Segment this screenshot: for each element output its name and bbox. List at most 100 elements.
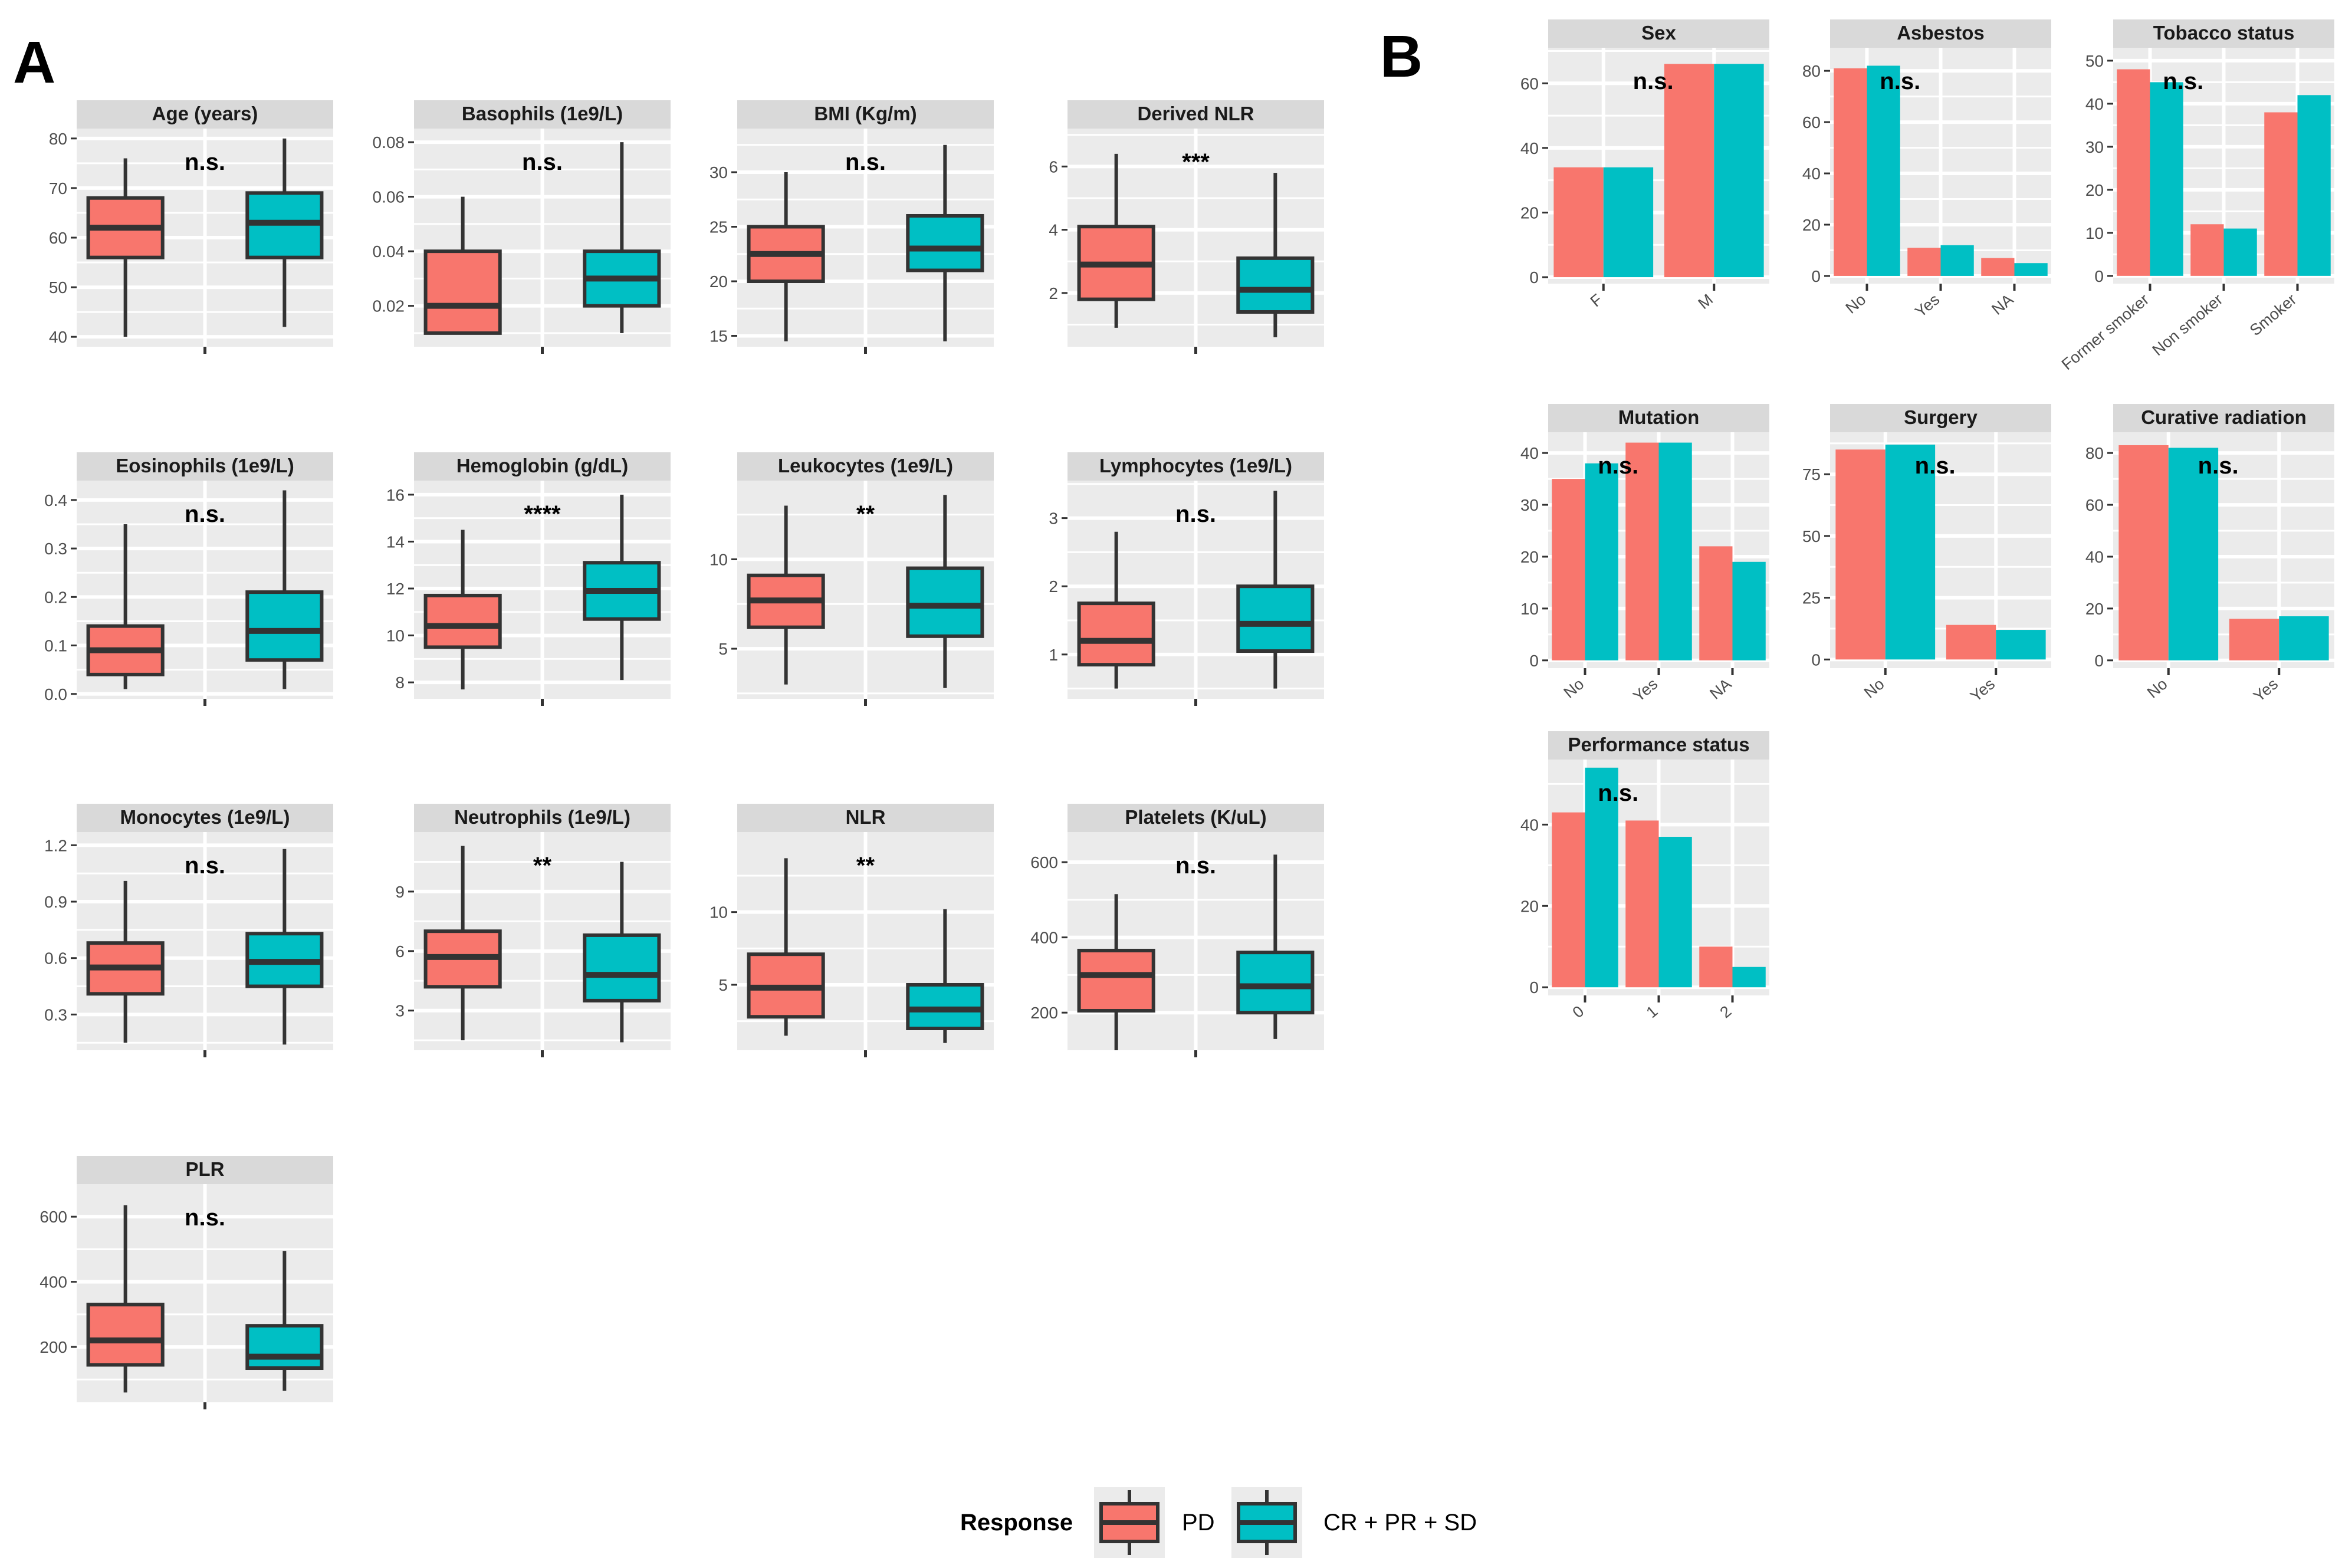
- facet-title: NLR: [846, 806, 886, 828]
- y-tick-label: 0.6: [44, 949, 67, 968]
- bar-pd-non-smoker: [2190, 224, 2224, 276]
- bar-pd-0: [1552, 812, 1585, 988]
- significance-label: n.s.: [1175, 853, 1216, 879]
- bar-pd-no: [1834, 68, 1867, 276]
- facet-title: Basophils (1e9/L): [462, 103, 623, 124]
- facet-title: Asbestos: [1897, 22, 1985, 44]
- facet-hemoglobin-g-dl: Hemoglobin (g/dL) 8 10 12 14 16 ****: [386, 452, 671, 706]
- facet-tobacco-status: Tobacco status 0 10 20 30 40 50 Former smokerNo…: [2058, 19, 2334, 373]
- y-tick-label: 60: [49, 229, 67, 247]
- y-tick-label: 70: [49, 179, 67, 198]
- facet-title: Curative radiation: [2141, 406, 2307, 428]
- y-tick-label: 20: [710, 272, 728, 291]
- box-cr-pr-sd: [1236, 584, 1315, 653]
- y-tick-label: 75: [1802, 465, 1821, 484]
- y-tick-label: 3: [1049, 509, 1058, 528]
- facet-title: Derived NLR: [1137, 103, 1254, 124]
- facet-strip: [2113, 404, 2334, 432]
- facet-strip: [77, 804, 333, 832]
- y-tick-label: 0.0: [44, 685, 67, 704]
- y-tick-label: 40: [1520, 816, 1539, 834]
- facet-title: PLR: [186, 1158, 225, 1180]
- facet-strip: [737, 452, 994, 481]
- x-tick-label: Yes: [1630, 675, 1661, 705]
- facet-title: Leukocytes (1e9/L): [778, 455, 953, 476]
- bar-cr-pr-sd-na: [1732, 561, 1766, 660]
- significance-label: n.s.: [522, 149, 563, 175]
- y-tick-label: 2: [1049, 284, 1058, 303]
- bar-cr-pr-sd-no: [1885, 444, 1936, 660]
- bar-cr-pr-sd-yes: [1996, 630, 2046, 660]
- significance-label: n.s.: [2163, 68, 2203, 94]
- bar-pd-no: [2118, 445, 2169, 660]
- facet-title: Performance status: [1568, 734, 1749, 755]
- y-tick-label: 40: [1802, 165, 1821, 183]
- facet-strip: [2113, 19, 2334, 48]
- significance-label: n.s.: [1598, 780, 1638, 806]
- y-tick-label: 200: [1030, 1004, 1058, 1022]
- y-tick-label: 6: [1049, 157, 1058, 176]
- y-tick-label: 20: [1520, 203, 1539, 222]
- y-tick-label: 4: [1049, 221, 1058, 239]
- y-tick-label: 600: [1030, 853, 1058, 872]
- y-tick-label: 0.04: [373, 242, 405, 261]
- facet-derived-nlr: Derived NLR 2 4 6 ***: [1049, 100, 1324, 354]
- bar-cr-pr-sd-m: [1714, 64, 1764, 278]
- box-pd: [1077, 601, 1155, 667]
- y-tick-label: 16: [386, 486, 405, 504]
- facet-eosinophils-1e9-l: Eosinophils (1e9/L) 0.0 0.1 0.2 0.3 0.4 n.s.: [44, 452, 333, 706]
- y-tick-label: 40: [2085, 95, 2104, 113]
- significance-label: n.s.: [1915, 453, 1956, 479]
- y-tick-label: 0: [1529, 268, 1539, 287]
- y-tick-label: 0.08: [373, 133, 405, 152]
- legend-key-cr-pr-sd: [1231, 1487, 1302, 1558]
- y-tick-label: 400: [1030, 929, 1058, 947]
- y-tick-label: 60: [1802, 113, 1821, 132]
- bar-pd-yes: [1946, 624, 1996, 660]
- y-tick-label: 20: [2085, 600, 2104, 618]
- y-tick-label: 20: [1520, 897, 1539, 915]
- y-tick-label: 2: [1049, 577, 1058, 596]
- y-tick-label: 50: [2085, 52, 2104, 70]
- x-tick-label: M: [1695, 291, 1717, 313]
- facet-title: Sex: [1641, 22, 1676, 44]
- bar-cr-pr-sd-non-smoker: [2223, 228, 2257, 276]
- y-tick-label: 0.4: [44, 491, 67, 509]
- facet-neutrophils-1e9-l: Neutrophils (1e9/L) 3 6 9 **: [395, 804, 671, 1057]
- y-tick-label: 60: [1520, 74, 1539, 93]
- significance-label: n.s.: [185, 501, 225, 527]
- bar-pd-former-smoker: [2117, 69, 2150, 276]
- bar-pd-m: [1664, 64, 1714, 278]
- facet-strip: [77, 452, 333, 481]
- facet-strip: [737, 100, 994, 129]
- facet-age-years: Age (years) 40 50 60 70 80 n.s.: [49, 100, 333, 354]
- facet-title: Lymphocytes (1e9/L): [1099, 455, 1292, 476]
- x-tick-label: NA: [1706, 675, 1735, 703]
- facet-strip: [1067, 100, 1324, 129]
- facet-plr: PLR 200 400 600 n.s.: [40, 1156, 333, 1409]
- bar-cr-pr-sd-no: [2168, 448, 2219, 660]
- facet-surgery: Surgery 0 25 50 75 No Yes n.s.: [1802, 404, 2051, 705]
- facet-strip: [414, 804, 671, 832]
- y-tick-label: 10: [386, 627, 405, 645]
- box-pd: [1077, 948, 1155, 1013]
- y-tick-label: 0.3: [44, 540, 67, 558]
- x-tick-label: NA: [1988, 291, 2016, 318]
- y-tick-label: 25: [710, 218, 728, 236]
- y-tick-label: 10: [2085, 224, 2104, 242]
- panel-label-a: A: [13, 29, 55, 96]
- significance-label: ***: [1182, 149, 1210, 175]
- y-tick-label: 80: [49, 130, 67, 148]
- box-cr-pr-sd: [245, 1324, 324, 1370]
- x-tick-label: Yes: [1911, 291, 1943, 321]
- legend: Response PD CR + PR + SD: [960, 1487, 1477, 1558]
- legend-label-responders: CR + PR + SD: [1323, 1510, 1477, 1536]
- bar-cr-pr-sd-smoker: [2297, 95, 2331, 276]
- bar-cr-pr-sd-yes: [2279, 616, 2329, 660]
- y-tick-label: 40: [2085, 548, 2104, 566]
- bar-cr-pr-sd-no: [1867, 65, 1900, 276]
- bar-pd-yes: [2229, 619, 2279, 660]
- y-tick-label: 12: [386, 580, 405, 598]
